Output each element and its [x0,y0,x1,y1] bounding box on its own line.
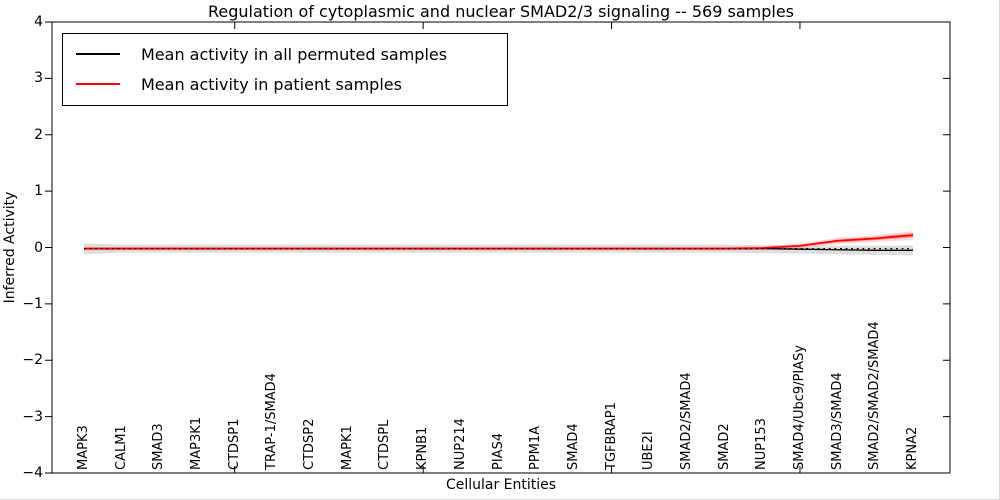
y-tick-label: 2 [34,126,43,143]
y-tick-label: 4 [34,14,43,30]
y-tick-label: −2 [22,352,43,369]
y-tick-label: −4 [22,465,43,481]
patient-line-swatch [76,83,120,85]
legend-entry-permuted: Mean activity in all permuted samples [63,39,507,69]
y-tick-label: −3 [22,408,43,425]
y-axis-tick-labels: 4 3 2 1 0 −1 −2 −3 −4 [0,0,46,499]
chart-title: Regulation of cytoplasmic and nuclear SM… [207,2,795,21]
legend-label: Mean activity in patient samples [141,74,402,94]
y-tick-label: −1 [22,295,43,312]
y-tick-label: 1 [34,183,43,200]
legend-entry-patient: Mean activity in patient samples [63,69,507,99]
x-axis-label: Cellular Entities [445,477,557,493]
y-tick-label: 3 [34,70,43,87]
legend: Mean activity in all permuted samples Me… [62,33,508,106]
permuted-line-swatch [76,53,120,55]
legend-label: Mean activity in all permuted samples [141,44,448,64]
y-tick-label: 0 [34,239,43,256]
